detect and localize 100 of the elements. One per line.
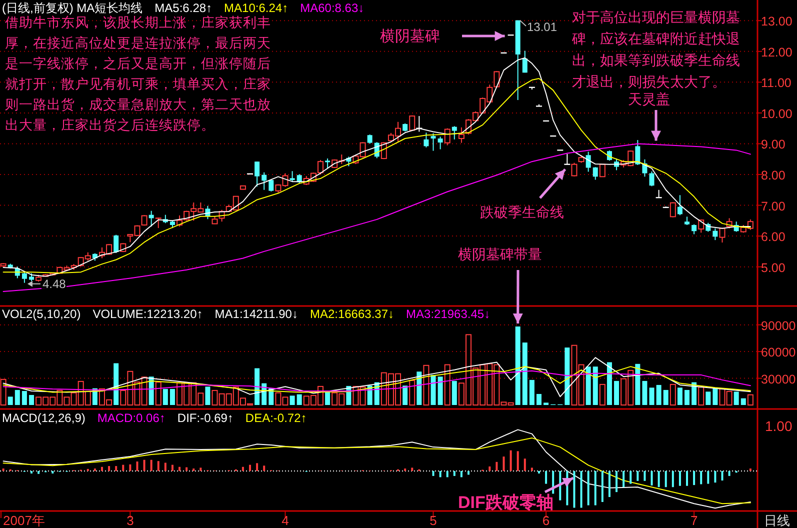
text: 2007年 bbox=[3, 513, 45, 528]
bar bbox=[693, 471, 696, 486]
bar bbox=[564, 348, 570, 405]
bar bbox=[614, 380, 620, 405]
bar bbox=[155, 382, 162, 406]
bar bbox=[630, 471, 632, 484]
bar bbox=[460, 471, 462, 478]
bar bbox=[734, 392, 739, 405]
bar bbox=[670, 384, 676, 406]
bar bbox=[740, 398, 746, 405]
bar bbox=[728, 471, 730, 476]
bar bbox=[529, 380, 534, 405]
bar bbox=[38, 471, 40, 474]
chart-title: MACD(12,26,9) bbox=[2, 411, 86, 425]
y-tick-label: 6.00 bbox=[761, 230, 786, 244]
annotation: 跌破季生命线 bbox=[480, 204, 564, 220]
bar bbox=[438, 376, 443, 405]
bar bbox=[622, 471, 625, 488]
bar bbox=[411, 468, 414, 471]
bar bbox=[700, 471, 702, 484]
bar bbox=[29, 394, 34, 405]
bar bbox=[586, 366, 591, 405]
x-tick-label: 6 bbox=[542, 513, 550, 528]
y-tick-label: 12.00 bbox=[761, 45, 792, 60]
text: MA10:6.24↑ bbox=[224, 1, 288, 15]
text: MA60:8.63↓ bbox=[300, 1, 364, 15]
bar bbox=[22, 390, 27, 405]
annotation: DIF跌破零轴 bbox=[458, 493, 554, 512]
y-tick-label: 11.00 bbox=[761, 76, 792, 90]
bar bbox=[446, 471, 448, 478]
bar bbox=[686, 471, 688, 486]
bar bbox=[430, 374, 436, 405]
bar bbox=[108, 466, 110, 471]
bar bbox=[706, 392, 711, 405]
y-tick-label: 7.00 bbox=[761, 199, 786, 214]
bar bbox=[114, 363, 119, 405]
bar bbox=[601, 471, 604, 502]
chart-title: (日线,前复权) MA短长均线 bbox=[2, 1, 143, 15]
bar bbox=[150, 460, 152, 471]
bar bbox=[672, 471, 674, 488]
bar bbox=[186, 467, 188, 471]
bar bbox=[580, 471, 582, 508]
bar bbox=[157, 461, 160, 471]
bar bbox=[545, 471, 548, 484]
bar bbox=[432, 471, 434, 476]
bar bbox=[573, 471, 576, 508]
bar bbox=[143, 460, 146, 471]
bar bbox=[707, 471, 710, 484]
bar bbox=[530, 468, 533, 471]
bar bbox=[592, 366, 598, 405]
annotation: 天灵盖 bbox=[628, 91, 670, 107]
text: MA1:14211.90↓ bbox=[214, 307, 298, 321]
bar bbox=[296, 394, 302, 405]
bar bbox=[536, 394, 542, 405]
y-tick-label: 13.00 bbox=[761, 14, 792, 29]
text: MA5:6.28↑ bbox=[154, 1, 212, 15]
bar bbox=[644, 471, 646, 481]
line-series bbox=[2, 357, 751, 398]
bar bbox=[256, 463, 258, 471]
y-tick-label: 30000 bbox=[761, 372, 796, 386]
x-tick-label: 3 bbox=[126, 513, 134, 528]
bar bbox=[522, 342, 528, 405]
bar bbox=[14, 390, 20, 405]
bar bbox=[684, 390, 690, 405]
bar bbox=[115, 466, 118, 471]
text: 日线 bbox=[764, 513, 790, 528]
bar bbox=[714, 471, 716, 483]
bar bbox=[524, 458, 526, 471]
text: MA3:21963.45↓ bbox=[406, 307, 490, 321]
bar bbox=[136, 462, 138, 471]
bar bbox=[290, 396, 295, 405]
y-tick-label: 10.00 bbox=[761, 106, 792, 121]
bar bbox=[129, 464, 132, 471]
bar bbox=[698, 386, 704, 406]
text: MA2:16663.37↓ bbox=[310, 307, 394, 321]
line-series bbox=[2, 366, 751, 393]
bar bbox=[205, 386, 210, 405]
bar bbox=[656, 384, 662, 405]
bar bbox=[664, 471, 667, 488]
bar bbox=[452, 380, 457, 405]
bar bbox=[254, 368, 260, 405]
bar bbox=[122, 464, 124, 471]
annotation: 13.01 bbox=[527, 20, 558, 34]
y-tick-label: 9.00 bbox=[761, 138, 786, 152]
text: DIF:-0.69↑ bbox=[177, 411, 234, 425]
bar bbox=[171, 464, 174, 471]
bar bbox=[642, 380, 648, 405]
bar bbox=[249, 464, 252, 471]
bar bbox=[747, 394, 754, 406]
bar bbox=[721, 471, 724, 480]
bar bbox=[468, 471, 470, 475]
bar bbox=[162, 388, 168, 405]
bar bbox=[423, 364, 430, 406]
bar bbox=[616, 471, 618, 492]
annotation: 横阴墓碑 bbox=[380, 28, 440, 45]
bar bbox=[200, 468, 202, 471]
chart-title: VOL2(5,10,20) bbox=[2, 307, 81, 321]
bar bbox=[606, 362, 612, 405]
annotation: 横阴墓碑带量 bbox=[458, 246, 542, 262]
y-tick-label: 60000 bbox=[761, 346, 796, 360]
